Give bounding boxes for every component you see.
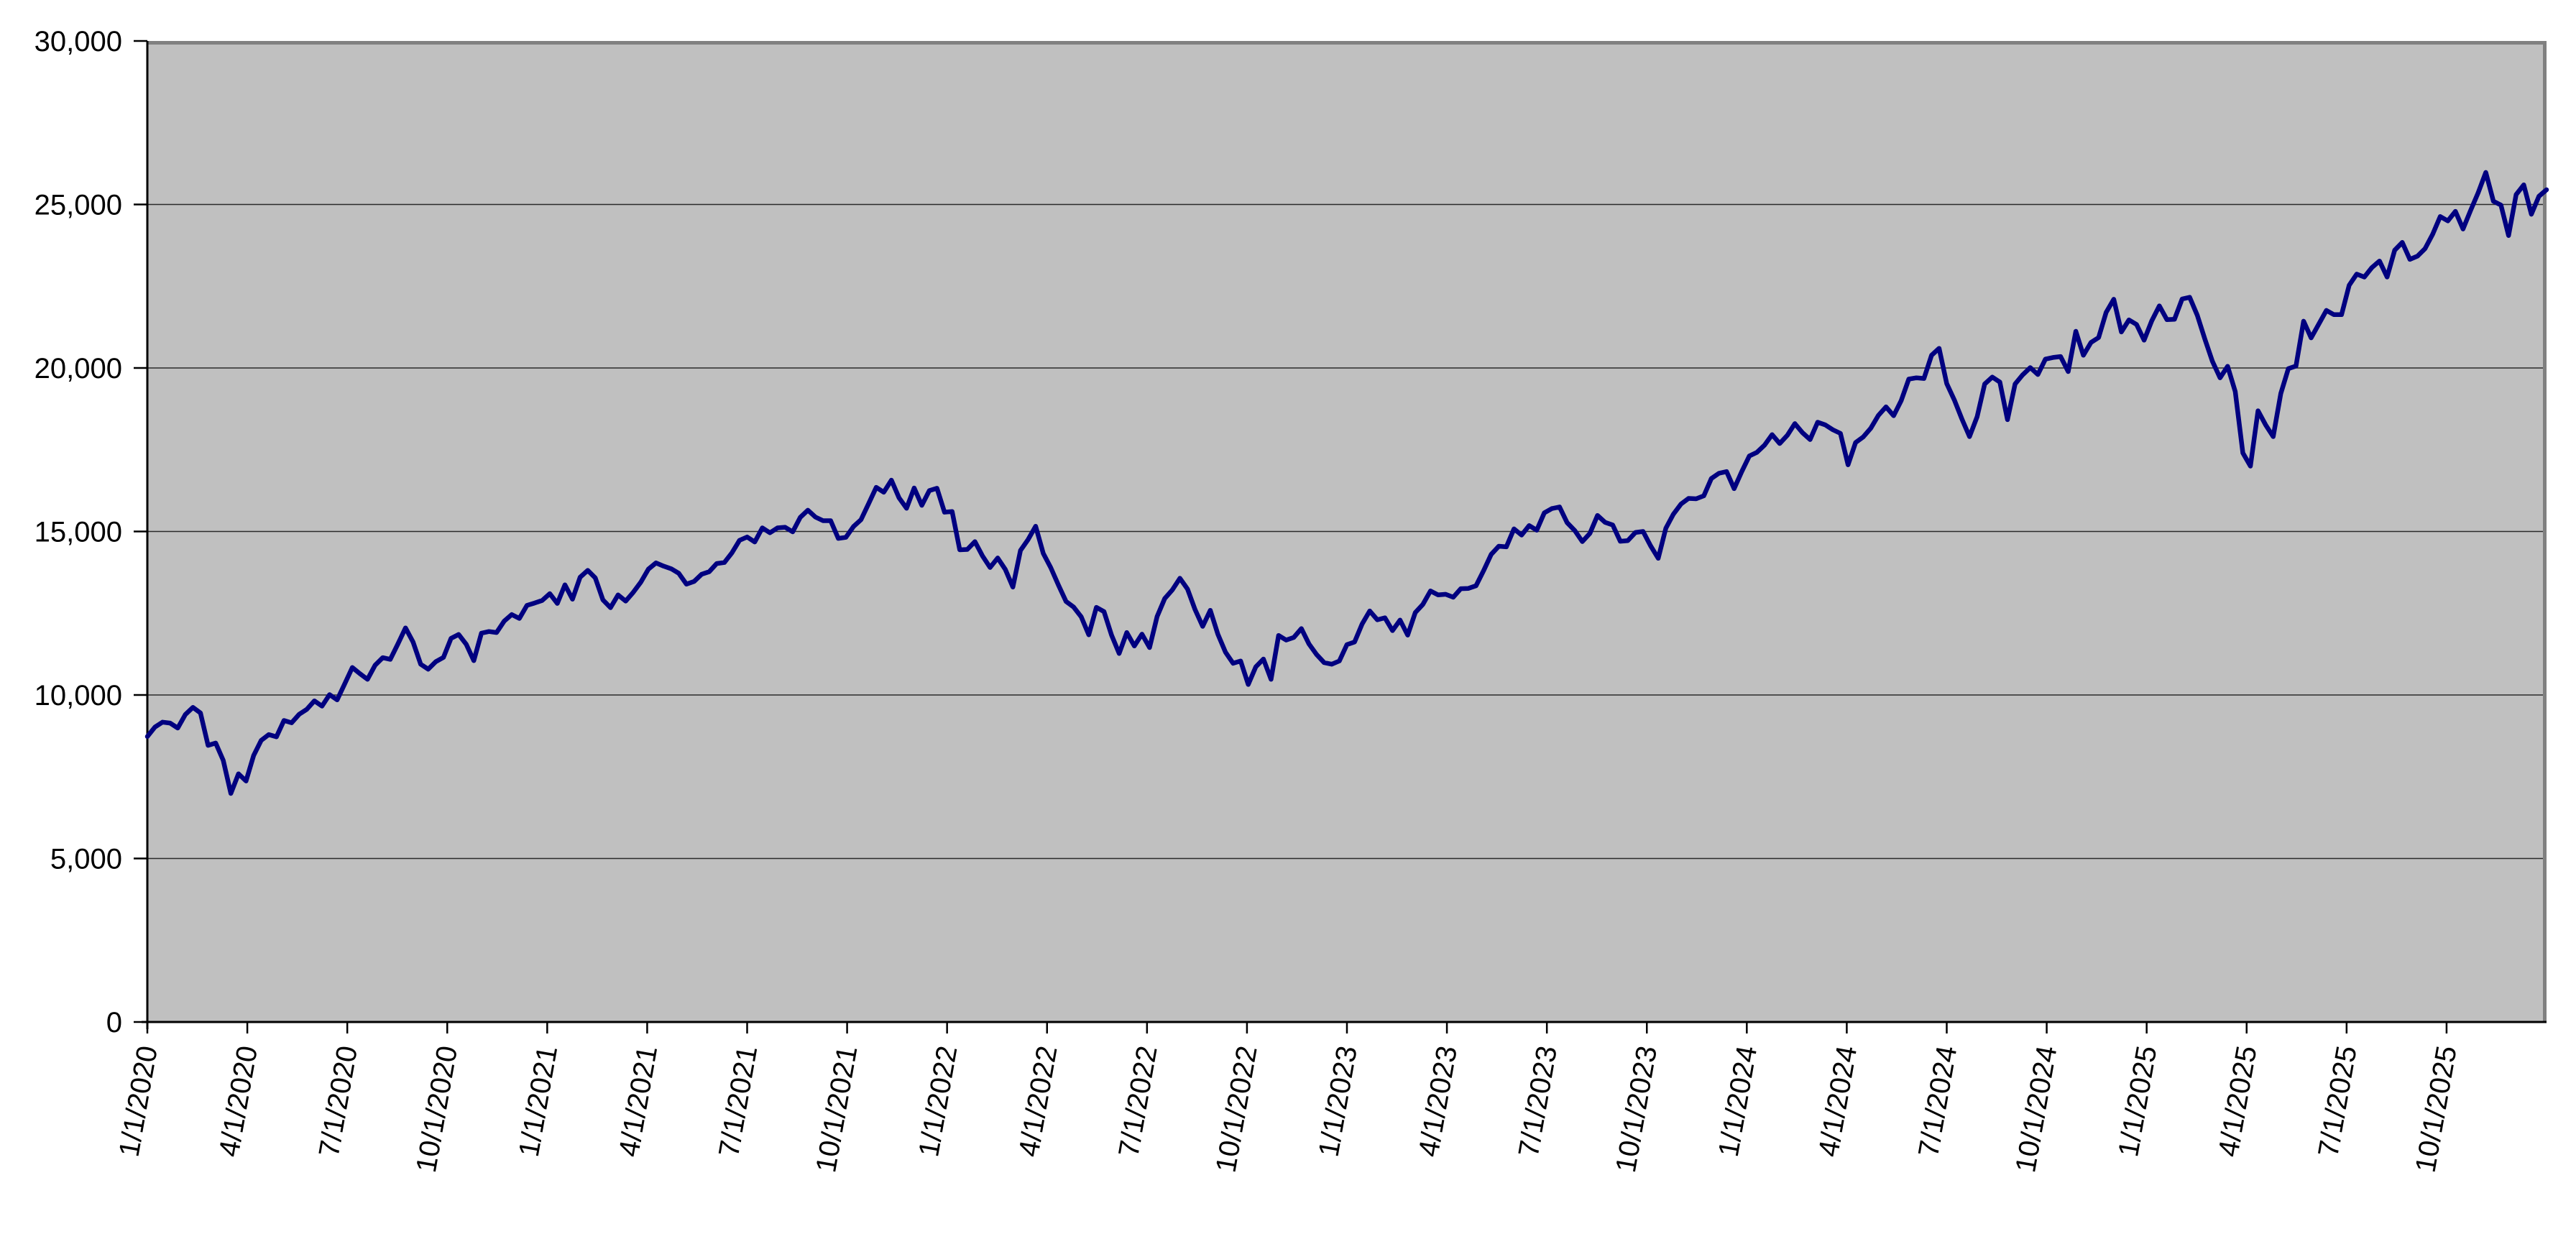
x-axis-label: 1/1/2021	[513, 1044, 564, 1159]
x-axis-label: 7/1/2023	[1513, 1044, 1563, 1159]
x-axis-label: 10/1/2022	[1210, 1044, 1264, 1175]
y-axis-label: 15,000	[34, 517, 122, 548]
x-axis-label: 1/1/2022	[913, 1044, 963, 1159]
y-axis-label: 20,000	[34, 353, 122, 385]
x-axis-label: 4/1/2024	[1813, 1044, 1863, 1159]
x-axis-label: 1/1/2023	[1312, 1044, 1363, 1159]
y-axis-label: 10,000	[34, 680, 122, 712]
x-axis-label: 7/1/2020	[313, 1044, 364, 1159]
x-axis-label: 4/1/2023	[1413, 1044, 1463, 1159]
x-axis-label: 4/1/2025	[2212, 1044, 2263, 1159]
x-axis-label: 10/1/2021	[810, 1044, 863, 1175]
x-axis-label: 4/1/2021	[613, 1044, 663, 1159]
x-axis-label: 10/1/2020	[410, 1044, 464, 1175]
x-axis-label: 7/1/2021	[713, 1044, 763, 1159]
x-axis-label: 10/1/2024	[2010, 1044, 2063, 1175]
x-axis-label: 10/1/2025	[2410, 1044, 2463, 1175]
y-axis-label: 0	[106, 1007, 122, 1039]
x-axis-label: 1/1/2025	[2112, 1044, 2163, 1159]
series-line	[144, 170, 2549, 796]
x-axis-label: 7/1/2024	[1913, 1044, 1963, 1159]
y-axis-label: 25,000	[34, 190, 122, 221]
x-axis-label: 10/1/2023	[1610, 1044, 1663, 1175]
x-axis-label: 4/1/2022	[1013, 1044, 1063, 1159]
plot-border	[147, 41, 2547, 1022]
x-axis-label: 4/1/2020	[213, 1044, 264, 1159]
x-axis-label: 7/1/2022	[1113, 1044, 1163, 1159]
y-axis-label: 5,000	[50, 844, 122, 875]
x-axis-label: 1/1/2020	[113, 1044, 163, 1159]
x-axis-label: 1/1/2024	[1713, 1044, 1763, 1159]
x-axis-label: 7/1/2025	[2312, 1044, 2363, 1159]
y-axis-label: 30,000	[34, 26, 122, 57]
